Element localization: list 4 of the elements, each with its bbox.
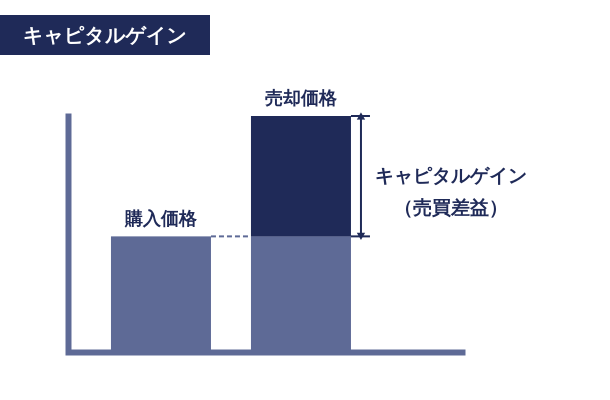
x-tick-label: 売却価格: [264, 88, 338, 109]
series-label: キャピタルゲイン（売買差益）: [374, 165, 527, 220]
chart-title: キャピタルゲイン: [0, 15, 210, 55]
x-tick-label: 購入価格: [124, 208, 198, 230]
